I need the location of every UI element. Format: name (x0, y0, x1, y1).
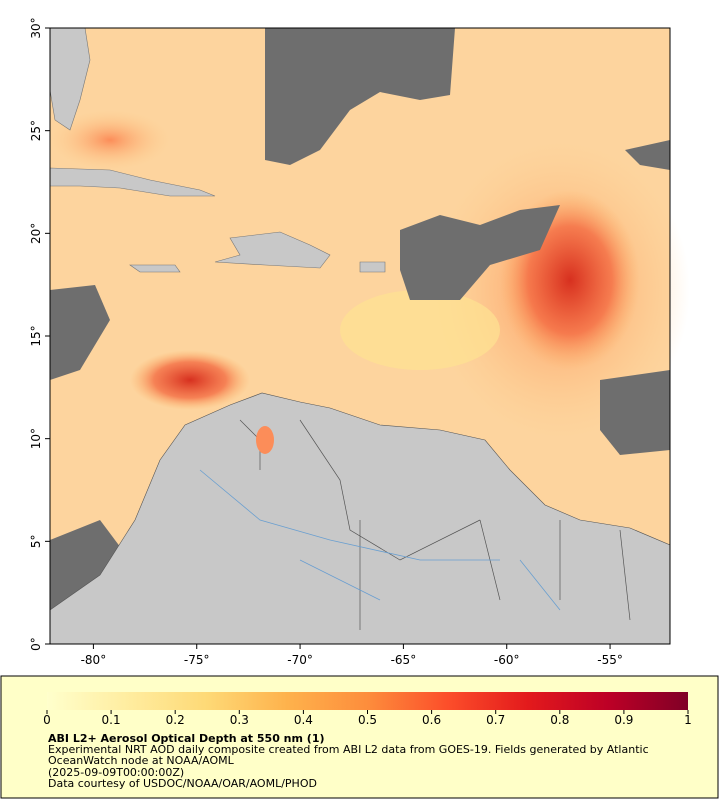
caption-line: (2025-09-09T00:00:00Z) (48, 766, 184, 779)
aod-field (340, 290, 500, 370)
y-tick-label: 10° (29, 428, 43, 449)
cloud (600, 370, 670, 455)
x-tick-label: -65° (391, 653, 417, 667)
caption-line: OceanWatch node at NOAA/AOML (48, 754, 235, 767)
y-tick-label: 5° (29, 535, 43, 549)
colorbar-tick-label: 0.1 (102, 713, 121, 727)
cloud (400, 205, 560, 300)
y-tick-label: 20° (29, 223, 43, 244)
colorbar-tick-label: 0.3 (230, 713, 249, 727)
aod-field (130, 350, 250, 410)
colorbar-tick-label: 0.4 (294, 713, 313, 727)
colorbar-tick-label: 0.6 (422, 713, 441, 727)
colorbar-tick-label: 1 (684, 713, 692, 727)
y-tick-label: 30° (29, 17, 43, 38)
river (199, 469, 561, 611)
colorbar-tick-label: 0 (43, 713, 51, 727)
colorbar-scale (47, 692, 688, 710)
caption-line: Experimental NRT AOD daily composite cre… (48, 743, 649, 756)
map (49, 27, 690, 645)
colorbar-tick-label: 0.8 (550, 713, 569, 727)
colorbar-tick-label: 0.5 (358, 713, 377, 727)
x-tick-label: -75° (184, 653, 210, 667)
x-tick-label: -60° (494, 653, 520, 667)
y-tick-label: 0° (29, 637, 43, 651)
land (214, 231, 331, 269)
colorbar-tick-label: 0.9 (614, 713, 633, 727)
lake (256, 426, 274, 454)
caption-title: ABI L2+ Aerosol Optical Depth at 550 nm … (48, 732, 325, 745)
land (49, 392, 671, 645)
cloud (265, 28, 455, 165)
x-tick-label: -80° (81, 653, 107, 667)
cloud (625, 140, 670, 170)
y-tick-label: 15° (29, 325, 43, 346)
x-tick-label: -55° (597, 653, 623, 667)
aod-field (50, 110, 170, 170)
land (49, 167, 216, 197)
cloud (50, 285, 110, 380)
x-tick-label: -70° (287, 653, 313, 667)
land (129, 264, 181, 273)
colorbar-tick-label: 0.7 (486, 713, 505, 727)
land (359, 261, 386, 273)
y-tick-label: 25° (29, 120, 43, 141)
colorbar-tick-label: 0.2 (166, 713, 185, 727)
colorbar: 0 0.1 0.2 0.3 0.4 0.5 0.6 0.7 0.8 0.9 1 (43, 692, 692, 727)
caption-line: Data courtesy of USDOC/NOAA/OAR/AOML/PHO… (48, 777, 317, 790)
land (49, 27, 91, 131)
